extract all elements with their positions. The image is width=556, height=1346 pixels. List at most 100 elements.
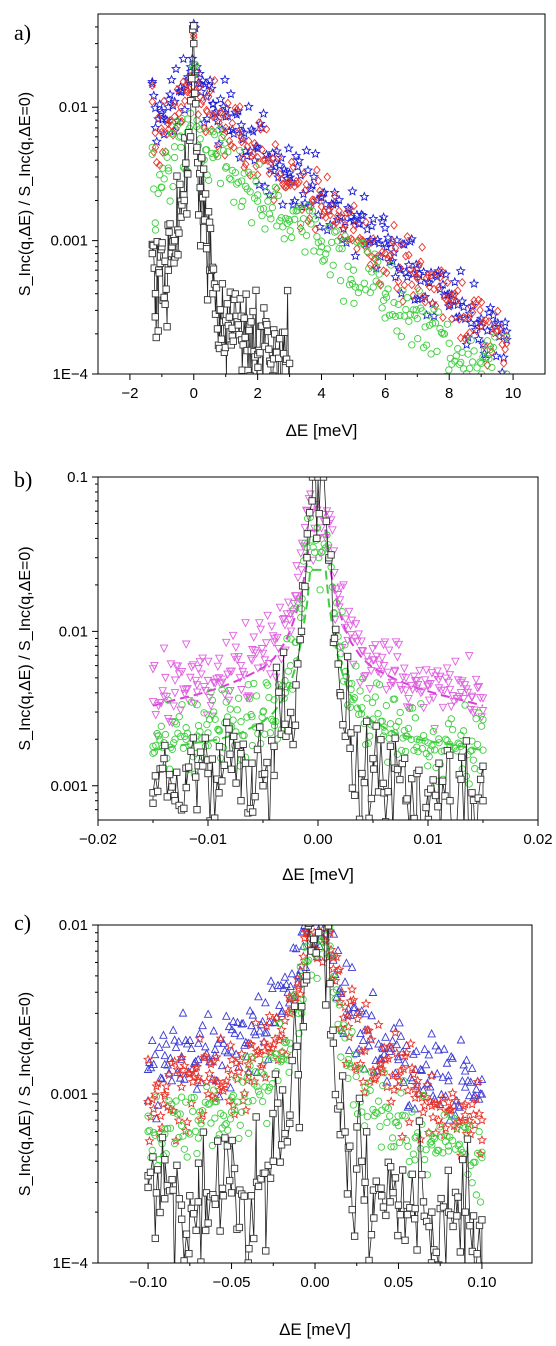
- data-point: [230, 198, 238, 206]
- data-point: [247, 219, 256, 227]
- data-point: [394, 1201, 403, 1209]
- data-point: [472, 1076, 483, 1087]
- data-point: [471, 675, 481, 685]
- data-point: [381, 1032, 390, 1041]
- data-point: [239, 197, 247, 205]
- y-tick-label: 0.001: [50, 778, 88, 795]
- data-point: [388, 1134, 397, 1142]
- data-point: [170, 1035, 179, 1044]
- data-point: [158, 687, 168, 696]
- data-point: [369, 656, 379, 665]
- data-point: [193, 143, 201, 152]
- data-point: [415, 666, 424, 676]
- data-point: [366, 667, 376, 676]
- data-point: [372, 652, 382, 662]
- data-point: [332, 625, 340, 634]
- data-point: [404, 694, 413, 704]
- data-point: [346, 1142, 354, 1150]
- data-point: [395, 1138, 404, 1147]
- data-point: [221, 1011, 231, 1020]
- data-point: [149, 241, 157, 250]
- data-point: [357, 240, 366, 248]
- data-point: [291, 721, 300, 729]
- data-point: [258, 649, 268, 659]
- data-point: [370, 641, 380, 650]
- data-point: [240, 731, 248, 740]
- data-point: [148, 97, 157, 107]
- data-point: [471, 1093, 482, 1104]
- data-point: [403, 1210, 412, 1219]
- data-point: [452, 352, 460, 360]
- data-point: [170, 98, 179, 108]
- data-point: [414, 335, 422, 343]
- data-point: [376, 280, 385, 289]
- data-point: [359, 823, 365, 829]
- data-point: [271, 139, 280, 149]
- data-point: [148, 143, 156, 152]
- data-point: [257, 645, 267, 654]
- data-point: [431, 746, 439, 754]
- data-point: [206, 224, 215, 233]
- data-point: [223, 1095, 235, 1105]
- data-point: [202, 1226, 210, 1235]
- data-point: [227, 1024, 237, 1034]
- data-point: [160, 1050, 170, 1060]
- data-point: [388, 236, 397, 246]
- data-point: [169, 96, 180, 107]
- data-point: [341, 615, 350, 624]
- data-point: [163, 793, 171, 801]
- data-point: [183, 685, 192, 694]
- data-point: [236, 1048, 247, 1059]
- data-point: [457, 677, 467, 686]
- data-point: [224, 1021, 234, 1031]
- data-point: [142, 1096, 154, 1107]
- data-point: [464, 1170, 472, 1178]
- data-point: [319, 477, 328, 481]
- data-point: [438, 777, 447, 785]
- data-point: [401, 1236, 409, 1244]
- data-point: [154, 787, 162, 796]
- data-point: [377, 1184, 385, 1192]
- data-point: [194, 1038, 203, 1047]
- data-point: [308, 207, 317, 215]
- data-point: [245, 1245, 253, 1253]
- data-point: [178, 701, 186, 709]
- data-point: [249, 633, 259, 642]
- data-point: [299, 215, 308, 223]
- data-point: [237, 1019, 247, 1028]
- data-point: [270, 1054, 278, 1062]
- data-point: [258, 108, 269, 119]
- data-point: [174, 1036, 184, 1046]
- data-point: [210, 1086, 218, 1094]
- data-point: [230, 143, 238, 152]
- data-point: [366, 732, 374, 740]
- data-point: [393, 283, 401, 293]
- data-point: [454, 345, 462, 353]
- data-point: [384, 285, 392, 293]
- data-point: [186, 1098, 197, 1108]
- data-point: [288, 1056, 296, 1065]
- data-point: [449, 698, 459, 707]
- data-point: [269, 638, 279, 647]
- data-point: [373, 1019, 384, 1030]
- series-2: [149, 477, 487, 829]
- data-point: [410, 814, 418, 820]
- data-point: [301, 248, 309, 256]
- data-point: [382, 1076, 392, 1085]
- data-point: [226, 1083, 235, 1092]
- data-point: [434, 1101, 446, 1112]
- data-point: [253, 191, 262, 199]
- data-point: [244, 1129, 253, 1137]
- data-point: [341, 232, 349, 240]
- data-point: [295, 169, 306, 180]
- x-tick-label: 6: [381, 385, 389, 402]
- data-point: [473, 326, 481, 336]
- data-point: [365, 1076, 376, 1086]
- data-point: [250, 138, 259, 148]
- data-point: [449, 291, 458, 301]
- data-point: [296, 223, 305, 233]
- data-point: [396, 1031, 406, 1040]
- data-point: [395, 717, 403, 726]
- data-point: [461, 1208, 469, 1216]
- data-point: [364, 739, 373, 748]
